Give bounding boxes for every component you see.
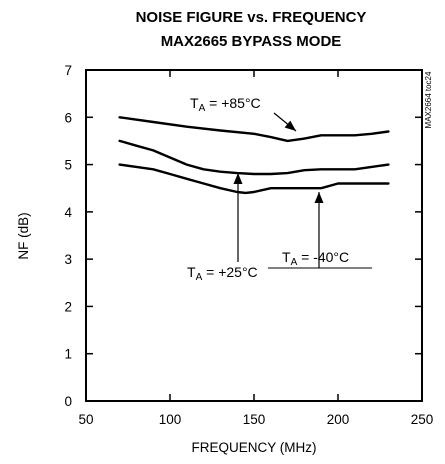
annotation-arrowhead: [284, 120, 296, 131]
annotation-arrowhead: [233, 173, 243, 184]
x-tick-labels: 50 100 150 200 250: [78, 412, 433, 427]
series-line-25: [118, 139, 390, 176]
y-tick-label: 1: [64, 347, 72, 362]
x-tick-label: 50: [78, 412, 93, 427]
y-tick-label: 0: [64, 394, 72, 409]
annotation-label: TA = +25°C: [187, 264, 258, 283]
series-line-85: [118, 116, 390, 143]
y-axis-label: NF (dB): [16, 212, 31, 259]
y-tick-label: 4: [64, 205, 72, 220]
annotation-minus40: TA = -40°C: [268, 192, 372, 269]
y-tick-label: 3: [64, 252, 72, 267]
y-tick-label: 6: [64, 110, 72, 125]
annotations: TA = +85°C TA = +25°C TA = -40°C: [187, 95, 372, 283]
annotation-label: TA = +85°C: [190, 95, 261, 114]
annotation-label: TA = -40°C: [282, 249, 349, 268]
axis-ticks: [86, 70, 422, 401]
side-label: MAX2664 toc24: [424, 71, 433, 128]
series-line-minus40: [118, 163, 390, 195]
x-tick-label: 150: [243, 412, 266, 427]
x-tick-label: 200: [327, 412, 350, 427]
annotation-arrowhead: [314, 192, 324, 203]
y-tick-label: 5: [64, 158, 72, 173]
chart-subtitle: MAX2665 BYPASS MODE: [161, 33, 342, 50]
x-axis-label: FREQUENCY (MHz): [191, 440, 316, 455]
x-tick-label: 100: [159, 412, 182, 427]
y-tick-label: 7: [64, 63, 72, 78]
y-tick-labels: 0 1 2 3 4 5 6 7: [64, 63, 72, 409]
annotation-85: TA = +85°C: [190, 95, 297, 132]
series-lines: [118, 116, 390, 195]
chart-title: NOISE FIGURE vs. FREQUENCY: [136, 9, 367, 26]
x-tick-label: 250: [411, 412, 434, 427]
y-tick-label: 2: [64, 299, 72, 314]
annotation-25: TA = +25°C: [187, 173, 258, 283]
